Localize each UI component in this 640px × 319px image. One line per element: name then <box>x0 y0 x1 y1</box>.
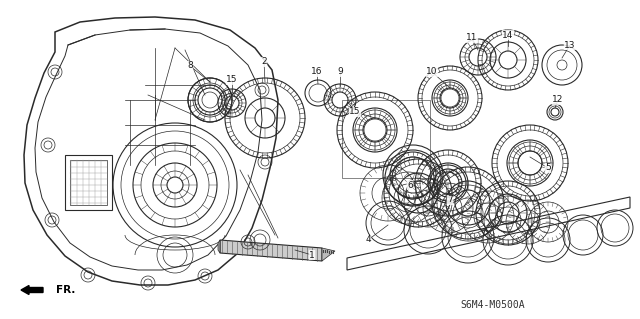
Text: 10: 10 <box>426 68 438 77</box>
Text: 8: 8 <box>187 62 193 70</box>
Polygon shape <box>218 240 220 253</box>
Text: S6M4-M0500A: S6M4-M0500A <box>460 300 525 310</box>
FancyArrow shape <box>21 286 43 294</box>
Text: 9: 9 <box>337 68 343 77</box>
Text: 16: 16 <box>311 68 323 77</box>
Text: 2: 2 <box>261 57 267 66</box>
Text: 7: 7 <box>447 196 453 204</box>
Text: 13: 13 <box>564 41 576 49</box>
Text: 15: 15 <box>227 76 237 85</box>
Polygon shape <box>322 248 335 261</box>
Text: 11: 11 <box>467 33 477 42</box>
Text: 6: 6 <box>407 181 413 189</box>
Text: FR.: FR. <box>56 285 76 295</box>
Polygon shape <box>220 240 322 261</box>
Text: 14: 14 <box>502 31 514 40</box>
Text: 1: 1 <box>309 250 315 259</box>
Text: 12: 12 <box>552 95 564 105</box>
Text: 4: 4 <box>365 235 371 244</box>
Text: 15: 15 <box>349 108 361 116</box>
Text: 5: 5 <box>545 164 551 173</box>
